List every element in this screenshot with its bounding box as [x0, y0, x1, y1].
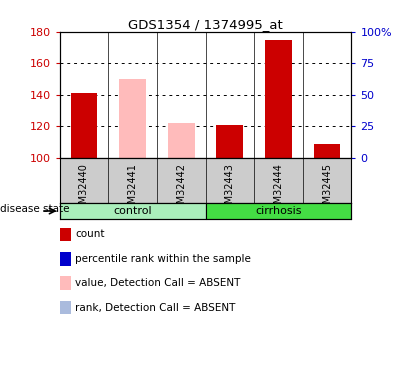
Bar	[119, 79, 146, 158]
Bar	[314, 144, 340, 158]
Text: disease state: disease state	[0, 204, 70, 214]
Bar	[206, 202, 351, 219]
Bar	[168, 123, 194, 158]
Text: GSM32444: GSM32444	[273, 163, 284, 216]
Bar	[217, 125, 243, 158]
Title: GDS1354 / 1374995_at: GDS1354 / 1374995_at	[128, 18, 283, 31]
Text: GSM32445: GSM32445	[322, 163, 332, 216]
Text: cirrhosis: cirrhosis	[255, 206, 302, 216]
Text: GSM32443: GSM32443	[225, 163, 235, 216]
Text: value, Detection Call = ABSENT: value, Detection Call = ABSENT	[75, 278, 240, 288]
Text: count: count	[75, 230, 105, 239]
Bar	[71, 93, 97, 158]
Bar	[265, 40, 292, 158]
Text: GSM32442: GSM32442	[176, 163, 186, 216]
Text: GSM32441: GSM32441	[127, 163, 138, 216]
Bar	[60, 202, 206, 219]
Text: rank, Detection Call = ABSENT: rank, Detection Call = ABSENT	[75, 303, 236, 312]
Text: control: control	[113, 206, 152, 216]
Text: percentile rank within the sample: percentile rank within the sample	[75, 254, 251, 264]
Text: GSM32440: GSM32440	[79, 163, 89, 216]
